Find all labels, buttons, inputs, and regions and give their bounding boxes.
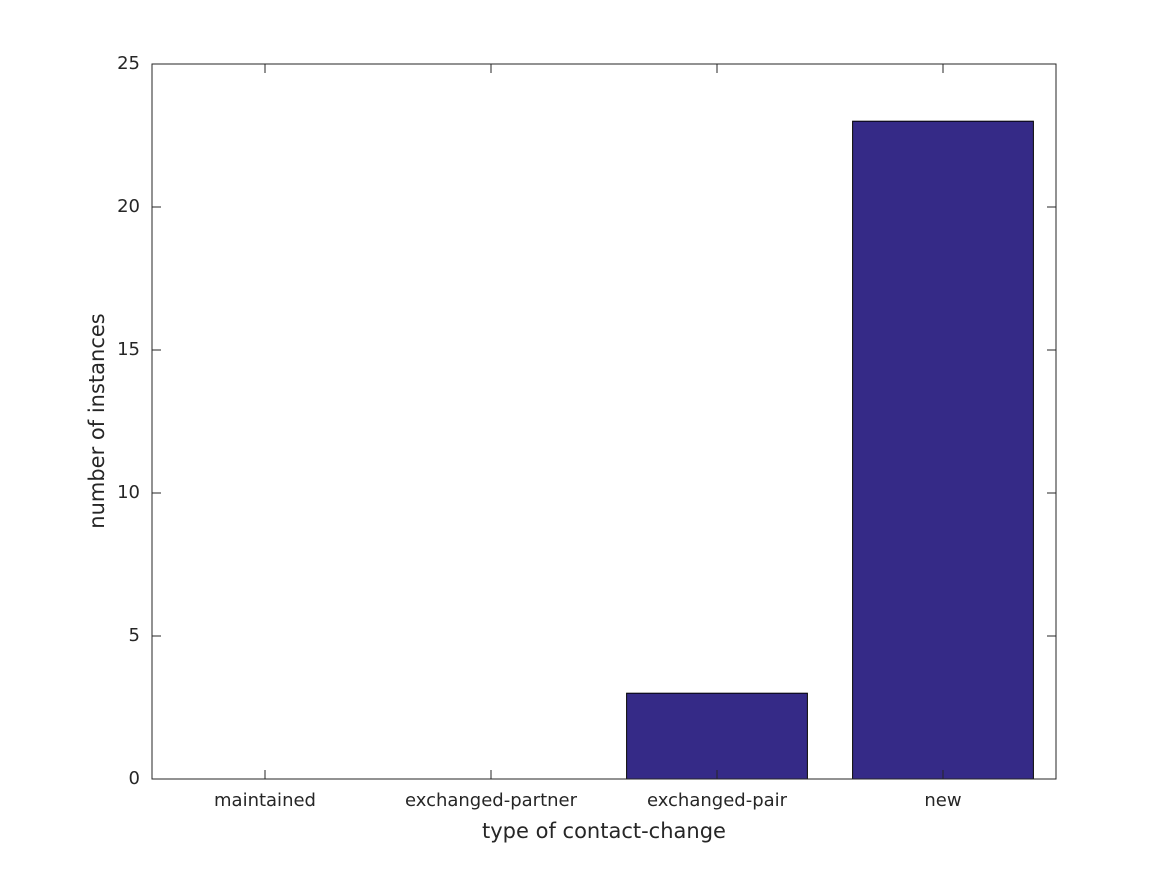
y-tick-label: 25 xyxy=(117,53,140,74)
y-tick-label: 20 xyxy=(117,196,140,217)
y-tick-label: 10 xyxy=(117,482,140,503)
x-tick-label: exchanged-partner xyxy=(405,790,578,811)
bar xyxy=(852,120,1034,780)
y-tick-label: 0 xyxy=(129,768,140,789)
x-axis-label: type of contact-change xyxy=(482,819,726,843)
x-tick-label: exchanged-pair xyxy=(647,790,788,811)
x-tick-label: maintained xyxy=(214,790,316,811)
x-tick-label: new xyxy=(924,790,961,811)
bar xyxy=(626,692,808,780)
y-axis-label: number of instances xyxy=(85,313,109,528)
y-tick-label: 5 xyxy=(129,625,140,646)
axes-box xyxy=(151,63,1057,780)
y-tick-label: 15 xyxy=(117,339,140,360)
